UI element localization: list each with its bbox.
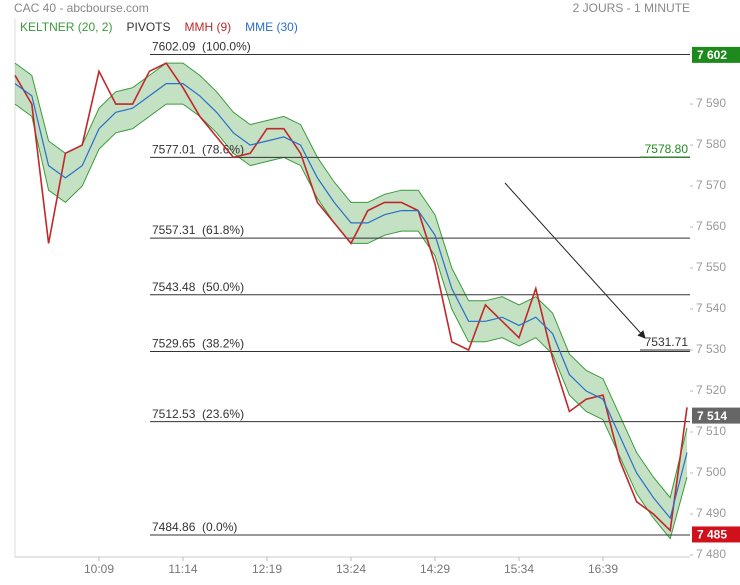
pivot-label: 7529.65 (38.2%) bbox=[152, 337, 244, 351]
chart-title: CAC 40 - abcbourse.com bbox=[14, 1, 149, 15]
legend-entry: PIVOTS bbox=[126, 20, 170, 34]
legend-entry: MMH (9) bbox=[185, 20, 232, 34]
y-tick-label: 7 570 bbox=[696, 178, 726, 192]
price-tag bbox=[692, 407, 740, 424]
legend-entry: KELTNER (20, 2) bbox=[20, 20, 112, 34]
price-tag-label: 7 514 bbox=[697, 409, 727, 423]
keltner-upper bbox=[14, 62, 688, 499]
y-tick-label: 7 560 bbox=[696, 219, 726, 233]
price-tag-label: 7 602 bbox=[697, 48, 727, 62]
x-tick-label: 12:19 bbox=[252, 562, 282, 576]
pivot-label: 7484.86 (0.0%) bbox=[152, 520, 237, 534]
annotation-label: 7578.80 bbox=[645, 142, 689, 156]
y-tick-label: 7 550 bbox=[696, 260, 726, 274]
pivot-label: 7557.31 (61.8%) bbox=[152, 223, 244, 237]
y-tick-label: 7 580 bbox=[696, 137, 726, 151]
legend-entry: MME (30) bbox=[245, 20, 298, 34]
chart-subtitle: 2 JOURS - 1 MINUTE bbox=[573, 1, 690, 15]
annotation-label: 7531.71 bbox=[645, 335, 689, 349]
trend-arrow bbox=[504, 182, 646, 339]
y-tick-label: 7 510 bbox=[696, 424, 726, 438]
x-tick-label: 14:29 bbox=[420, 562, 450, 576]
y-tick-label: 7 530 bbox=[696, 342, 726, 356]
y-tick-label: 7 490 bbox=[696, 506, 726, 520]
x-tick-label: 10:09 bbox=[84, 562, 114, 576]
pivot-label: 7602.09 (100.0%) bbox=[152, 40, 251, 54]
y-tick-label: 7 590 bbox=[696, 96, 726, 110]
pivot-label: 7512.53 (23.6%) bbox=[152, 407, 244, 421]
pivot-label: 7577.01 (78.6%) bbox=[152, 142, 244, 156]
y-tick-label: 7 520 bbox=[696, 383, 726, 397]
price-tag bbox=[692, 46, 740, 63]
price-tag-label: 7 485 bbox=[697, 528, 727, 542]
series-line bbox=[14, 62, 688, 533]
keltner-band bbox=[65, 145, 83, 203]
y-tick-label: 7 480 bbox=[696, 547, 726, 561]
pivot-label: 7543.48 (50.0%) bbox=[152, 280, 244, 294]
x-tick-label: 16:39 bbox=[588, 562, 618, 576]
series-line bbox=[14, 83, 688, 520]
x-tick-label: 15:34 bbox=[504, 562, 534, 576]
price-tag bbox=[692, 526, 740, 543]
y-tick-label: 7 540 bbox=[696, 301, 726, 315]
y-tick-label: 7 500 bbox=[696, 465, 726, 479]
x-tick-label: 13:24 bbox=[336, 562, 366, 576]
x-tick-label: 11:14 bbox=[168, 562, 197, 576]
